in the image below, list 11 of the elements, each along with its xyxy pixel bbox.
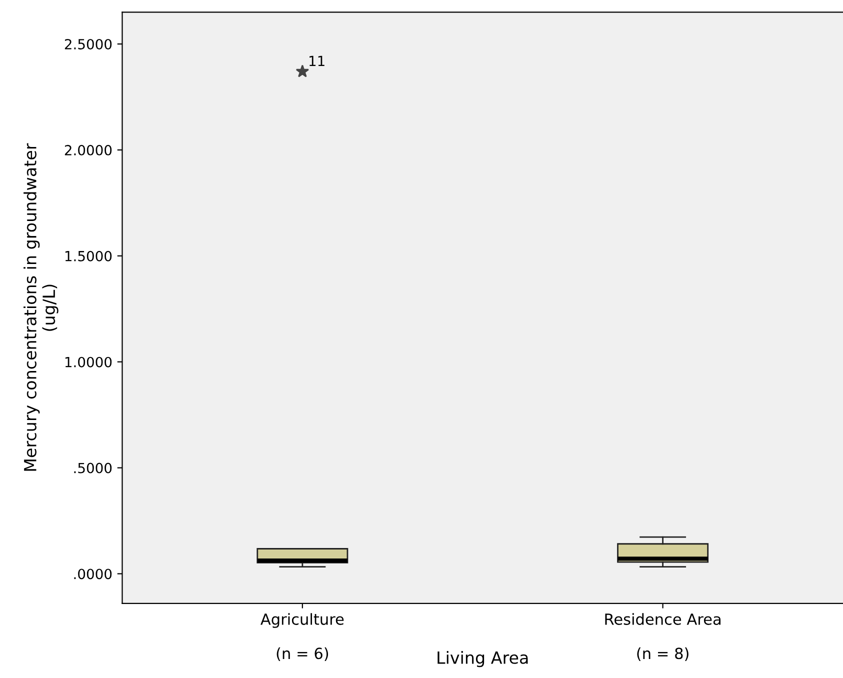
category-label: Residence Area (n = 8) [605,613,720,661]
category-label: Agriculture (n = 6) [260,613,344,661]
y-tick-label: .0000 [74,568,112,580]
y-tick-label: 2.0000 [64,144,112,156]
y-tick-label: 1.5000 [65,250,112,262]
y-axis-title: Mercury concentrations in groundwater (ug/L) [24,143,58,471]
y-tick-label: .5000 [74,462,112,474]
y-tick-label: 2.5000 [64,38,112,50]
annotation: 11 [310,56,324,66]
x-axis-title: Living Area [438,651,528,668]
y-tick-label: 1.0000 [65,356,112,368]
